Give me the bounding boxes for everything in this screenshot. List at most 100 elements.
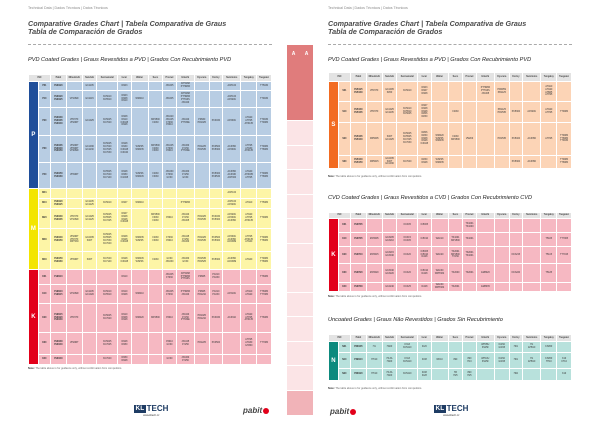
grade-cell-tungaloy (540, 368, 558, 381)
grade-cell-mitsubishi: MC5005 (365, 232, 383, 247)
column-header-pabit: Pabit (49, 74, 67, 82)
table-row: P20 PH8130 PH8135 PH8140 VP15TF VP20RT GC10… (29, 107, 272, 136)
grade-cell-korloy: PC3030 (208, 107, 224, 136)
grade-cell-seco: F40M (147, 251, 164, 270)
iso-code: N01 (337, 341, 351, 353)
tab-active-section[interactable]: A A (287, 45, 313, 120)
grade-cell-walter (430, 368, 449, 381)
tab-section[interactable] (287, 120, 313, 145)
tab-section[interactable] (287, 242, 313, 267)
tab-section[interactable] (287, 389, 313, 415)
grade-cell-sandvik: GC3205 GC3210 (381, 232, 398, 247)
grade-cell-kennametal: KC5025 KC7020 (96, 303, 119, 333)
tab-section[interactable] (287, 365, 313, 390)
section-heading-pvd: PVD Coated Grades | Graus Revestidos a P… (328, 57, 532, 63)
iso-code: P10 (37, 90, 51, 108)
grade-cell-mitsubishi: HTi10 (365, 352, 383, 369)
grade-cell-taegutec (556, 341, 572, 353)
grade-cell-promet: TK1001 (462, 232, 477, 247)
iso-code: P40 (37, 162, 51, 189)
iso-group-p: P (28, 81, 39, 189)
grade-cell-tungaloy: AH110 (240, 198, 258, 209)
grade-cell-mitsubishi (65, 81, 83, 91)
grade-cell-mitsubishi: VP10MF (65, 284, 83, 304)
grade-cell-walter: WAK10 (430, 232, 449, 247)
grade-cell-taegutec: K10 (556, 368, 572, 381)
table-row: K10 PH8110 PH8115 VP10MF GC1105 GC1020 KC501… (29, 284, 272, 304)
tab-section[interactable] (287, 267, 313, 292)
iso-code: M01 (37, 188, 51, 199)
column-header-mitsubishi: Mitsubishi (365, 72, 383, 82)
grade-cell-walter (130, 107, 149, 136)
grade-cell-pabit: PH8115 PH8120 PH8130 (49, 303, 67, 333)
grade-cell-mitsubishi (65, 188, 83, 199)
column-header-seco: Seco (447, 72, 464, 82)
tab-section[interactable] (287, 144, 313, 169)
grade-cell-seco: F40M F30M (147, 162, 164, 189)
grade-cell-kennametal: KC5010 (396, 81, 419, 102)
grade-cell-sumitomo (522, 218, 542, 233)
grade-cell-promet: F5010 (162, 303, 177, 333)
grade-cell-sumitomo: ACZ310 (222, 303, 242, 333)
iso-code: K40 (337, 282, 351, 292)
table-row: N20 PN8120 HTi10 H13A H10F KC5410 IC08 IC28 HX… (329, 368, 572, 381)
section-heading-uncoated: Uncoated Grades | Graus Não Revestidos |… (328, 317, 503, 323)
iso-group-k: K (28, 269, 39, 365)
table-row: S10 PH5130 PH5135 VP15TF GC1025 GC1105 KC501… (329, 101, 572, 123)
grade-cell-walter (130, 81, 149, 91)
tab-section[interactable] (287, 169, 313, 194)
grade-cell-korloy (508, 282, 524, 292)
grade-cell-seco: MP2500 (147, 303, 164, 333)
iso-code: M30 (37, 228, 51, 252)
grade-cell-korloy: PC210 PC230 (208, 284, 224, 304)
grade-cell-seco: MP2500 F40M F30M (147, 135, 164, 163)
table-row: K20 PH8115 PH8120 PH8130 VP15TF KC5025 KC70… (29, 303, 272, 333)
iso-group-n: N (328, 341, 339, 381)
tab-section[interactable] (287, 340, 313, 365)
grade-cell-hitachi: JX1020 CY150 JX1005 (175, 208, 195, 229)
note-text: The table above is for guidance only, wi… (335, 387, 423, 390)
column-header-iso: ISO (28, 74, 51, 82)
tab-section[interactable] (287, 193, 313, 218)
grade-cell-kyocera (493, 218, 510, 233)
iso-code: K30 (37, 332, 51, 355)
tab-letter: A (291, 51, 296, 57)
tab-section[interactable] (287, 316, 313, 341)
cvd-grades-table: ISO Pabit Mitsubishi Sandvik Kennametal Iscar… (328, 212, 572, 292)
grade-cell-iscar: IC08 IC28 (417, 368, 432, 381)
grade-cell-iscar: IC910 IC908 (117, 284, 132, 304)
grade-cell-korloy: NC3215 (508, 246, 524, 264)
grade-cell-sumitomo: ACZ350 AC630M (222, 251, 242, 270)
grade-cell-seco (147, 188, 164, 199)
iso-code: S10 (337, 101, 351, 123)
grade-cell-walter (130, 269, 149, 285)
divider (328, 44, 572, 45)
grade-cell-walter (430, 81, 449, 102)
table-row: K K01 PH8110 IC910 JX1005 F7030 ATH08M PTH08M… (28, 269, 272, 365)
column-header-kyocera: Kyocera (493, 72, 510, 82)
grade-cell-promet: F5010 GX30 (162, 332, 177, 355)
column-header-tungaloy: Tungaloy (540, 334, 558, 342)
table-row: K40 PH8140 KC7040 IC950 IC928 GX30 JX1060 CY2… (29, 354, 272, 365)
iso-code: K10 (37, 284, 51, 304)
grade-cell-mitsubishi: VP15TF VP20RT (65, 107, 83, 136)
tab-section[interactable] (287, 291, 313, 316)
grade-cell-kyocera: PR1535 (493, 122, 510, 156)
grade-cell-mitsubishi: VP20RT (65, 332, 83, 355)
grade-cell-kyocera (493, 155, 510, 169)
grade-cell-sandvik: H13A H10F (381, 368, 398, 381)
grade-cell-kyocera (193, 188, 210, 199)
grade-cell-kennametal: KCK25 (396, 282, 419, 292)
grade-cell-sandvik: GC1105 GC1125 (81, 198, 98, 209)
table-row: S20 PH5135 PH5140 MP9005 S30T GC1025 KC5025 … (329, 122, 572, 156)
pabit-logo-mark (350, 408, 357, 415)
table-row: M M01 ACP100 (28, 188, 272, 270)
grade-cell-hitachi: ATH08M PTH08M PTH13S JX1020 (175, 90, 195, 108)
grade-cell-hitachi: WH05U KS15F (475, 341, 495, 353)
grade-cell-kennametal (96, 269, 119, 285)
tab-section[interactable] (287, 218, 313, 243)
grade-cell-tungaloy: AH140 AH3035 AH725 (240, 162, 258, 189)
grade-cell-hitachi: JX1045 CY250 JX1060 (175, 228, 195, 252)
note-label: Note: (328, 175, 335, 178)
grade-cell-sumitomo (522, 282, 542, 292)
